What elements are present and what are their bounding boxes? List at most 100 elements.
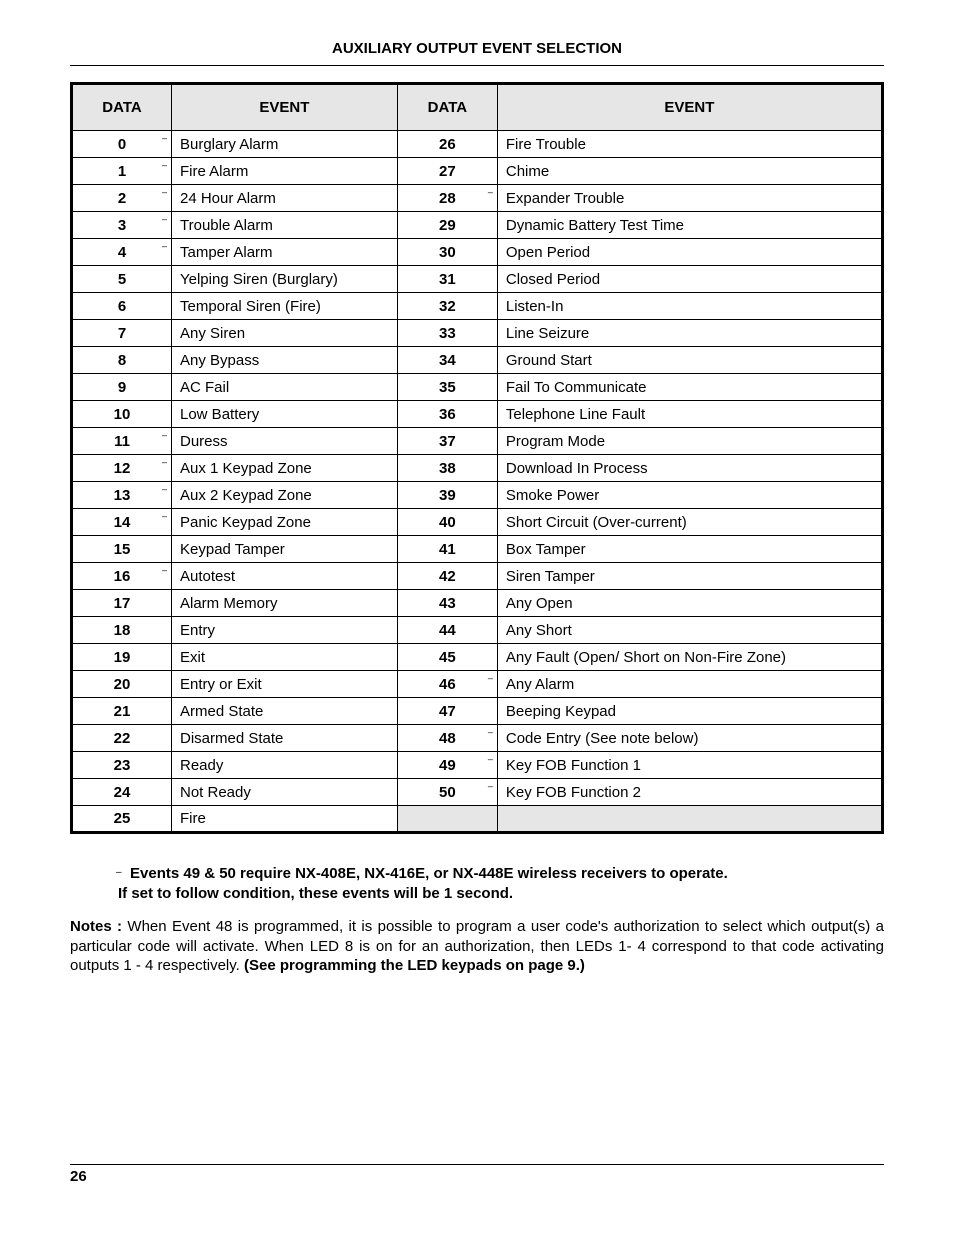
data-value: 15: [114, 541, 131, 558]
data-mark-icon: –: [162, 511, 167, 521]
data-cell: 28–: [397, 185, 497, 212]
event-cell: Program Mode: [497, 428, 882, 455]
data-value: 19: [114, 649, 131, 666]
table-row: 18Entry44Any Short: [72, 617, 883, 644]
data-value: 17: [114, 595, 131, 612]
data-cell: 33: [397, 320, 497, 347]
page-title: AUXILIARY OUTPUT EVENT SELECTION: [70, 40, 884, 57]
table-row: 7Any Siren33Line Seizure: [72, 320, 883, 347]
event-cell: Fail To Communicate: [497, 374, 882, 401]
data-cell: 31: [397, 266, 497, 293]
data-cell: 23: [72, 752, 172, 779]
note-mark-icon: –: [116, 866, 122, 879]
data-value: 18: [114, 622, 131, 639]
table-row: 8Any Bypass34Ground Start: [72, 347, 883, 374]
data-cell: 6: [72, 293, 172, 320]
data-cell: 43: [397, 590, 497, 617]
data-cell: 38: [397, 455, 497, 482]
data-value: 11: [114, 433, 130, 450]
data-value: 43: [439, 595, 456, 612]
data-mark-icon: –: [488, 673, 493, 683]
data-value: 20: [114, 676, 131, 693]
data-value: 37: [439, 433, 456, 450]
data-cell: 42: [397, 563, 497, 590]
table-row: 12–Aux 1 Keypad Zone38Download In Proces…: [72, 455, 883, 482]
event-cell: Dynamic Battery Test Time: [497, 212, 882, 239]
data-value: 36: [439, 406, 456, 423]
event-cell: Chime: [497, 158, 882, 185]
event-cell: Aux 2 Keypad Zone: [172, 482, 398, 509]
data-cell: 24: [72, 779, 172, 806]
event-cell: Fire: [172, 806, 398, 833]
notes-paragraph: Notes : When Event 48 is programmed, it …: [70, 917, 884, 976]
event-cell: Fire Trouble: [497, 131, 882, 158]
data-cell: 12–: [72, 455, 172, 482]
event-cell: Burglary Alarm: [172, 131, 398, 158]
data-cell: 45: [397, 644, 497, 671]
header-event-1: EVENT: [172, 84, 398, 131]
event-cell: Any Alarm: [497, 671, 882, 698]
data-cell: 34: [397, 347, 497, 374]
event-cell: Download In Process: [497, 455, 882, 482]
data-cell: 11 –: [72, 428, 172, 455]
data-value: 35: [439, 379, 456, 396]
bold-note-line-1: – Events 49 & 50 require NX-408E, NX-416…: [130, 864, 884, 884]
data-mark-icon: –: [162, 430, 167, 440]
data-value: 0: [118, 136, 126, 153]
data-value: 12: [114, 460, 131, 477]
data-value: 42: [439, 568, 456, 585]
event-cell: Code Entry (See note below): [497, 725, 882, 752]
data-value: 14: [114, 514, 131, 531]
data-cell: 1–: [72, 158, 172, 185]
table-row: 9 AC Fail 35 Fail To Communicate: [72, 374, 883, 401]
data-cell: 47: [397, 698, 497, 725]
data-cell: [397, 806, 497, 833]
data-cell: 37: [397, 428, 497, 455]
table-row: 13–Aux 2 Keypad Zone39Smoke Power: [72, 482, 883, 509]
event-cell: Expander Trouble: [497, 185, 882, 212]
data-value: 4: [118, 244, 126, 261]
data-cell: 19: [72, 644, 172, 671]
data-value: 32: [439, 298, 456, 315]
data-value: 22: [114, 730, 131, 747]
data-value: 9: [118, 379, 126, 396]
data-value: 39: [439, 487, 456, 504]
event-cell: Key FOB Function 1: [497, 752, 882, 779]
event-cell: Not Ready: [172, 779, 398, 806]
data-value: 26: [439, 136, 456, 153]
table-row: 11–Duress37Program Mode: [72, 428, 883, 455]
data-value: 46: [439, 676, 456, 693]
data-cell: 4–: [72, 239, 172, 266]
event-cell: Listen-In: [497, 293, 882, 320]
data-value: 1: [118, 163, 126, 180]
header-event-2: EVENT: [497, 84, 882, 131]
data-mark-icon: –: [162, 241, 167, 251]
data-value: 49: [439, 757, 456, 774]
event-cell: Trouble Alarm: [172, 212, 398, 239]
event-cell: [497, 806, 882, 833]
data-mark-icon: –: [488, 727, 493, 737]
event-cell: AC Fail: [172, 374, 398, 401]
data-value: 27: [439, 163, 456, 180]
data-cell: 5: [72, 266, 172, 293]
table-row: 17Alarm Memory43Any Open: [72, 590, 883, 617]
page-number: 26: [70, 1168, 884, 1185]
event-cell: Beeping Keypad: [497, 698, 882, 725]
data-cell: 35: [397, 374, 497, 401]
data-value: 21: [114, 703, 131, 720]
data-cell: 22: [72, 725, 172, 752]
event-cell: Telephone Line Fault: [497, 401, 882, 428]
data-cell: 18: [72, 617, 172, 644]
data-value: 28: [439, 190, 456, 207]
table-row: 4–Tamper Alarm30Open Period: [72, 239, 883, 266]
data-value: 30: [439, 244, 456, 261]
event-cell: Yelping Siren (Burglary): [172, 266, 398, 293]
header-data-2: DATA: [397, 84, 497, 131]
event-cell: Any Open: [497, 590, 882, 617]
data-value: 23: [114, 757, 131, 774]
table-row: 24Not Ready50–Key FOB Function 2: [72, 779, 883, 806]
event-cell: Open Period: [497, 239, 882, 266]
event-cell: Keypad Tamper: [172, 536, 398, 563]
table-row: 16–Autotest42Siren Tamper: [72, 563, 883, 590]
table-row: 5Yelping Siren (Burglary)31Closed Period: [72, 266, 883, 293]
